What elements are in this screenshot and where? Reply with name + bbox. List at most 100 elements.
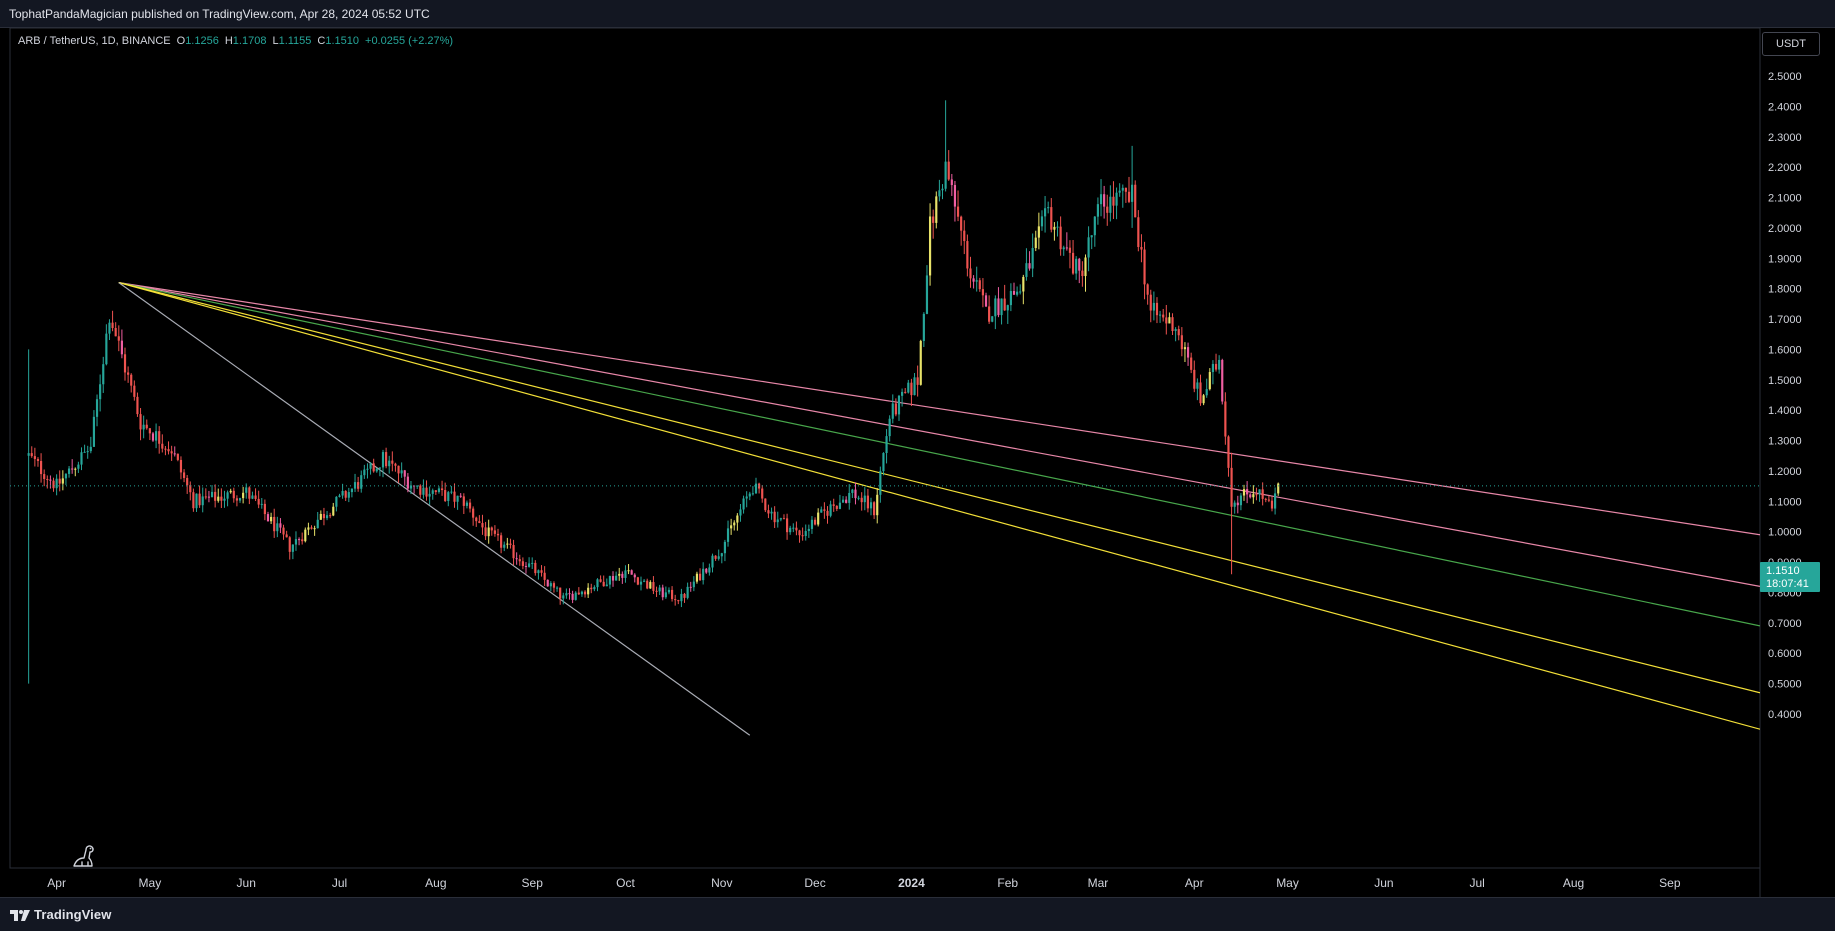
candle[interactable] bbox=[1205, 378, 1208, 398]
candle[interactable] bbox=[549, 581, 552, 592]
candle[interactable] bbox=[1233, 500, 1236, 514]
candle[interactable] bbox=[552, 581, 556, 593]
candle[interactable] bbox=[627, 563, 630, 575]
candle[interactable] bbox=[932, 209, 935, 239]
candle[interactable] bbox=[611, 571, 615, 587]
candle[interactable] bbox=[901, 388, 904, 407]
candle[interactable] bbox=[748, 491, 751, 501]
candle[interactable] bbox=[599, 575, 602, 583]
candle[interactable] bbox=[869, 497, 873, 516]
candle[interactable] bbox=[531, 557, 534, 570]
candle[interactable] bbox=[618, 567, 621, 581]
candle[interactable] bbox=[270, 512, 273, 525]
candle[interactable] bbox=[1037, 212, 1040, 250]
candle[interactable] bbox=[804, 524, 807, 541]
candle[interactable] bbox=[136, 392, 139, 417]
candle[interactable] bbox=[807, 524, 810, 538]
candle[interactable] bbox=[832, 498, 835, 512]
candle[interactable] bbox=[375, 467, 378, 473]
candle[interactable] bbox=[1258, 489, 1261, 502]
candle[interactable] bbox=[534, 560, 537, 576]
candle[interactable] bbox=[1071, 239, 1075, 275]
candle[interactable] bbox=[1214, 353, 1218, 372]
candle[interactable] bbox=[36, 457, 40, 467]
candle[interactable] bbox=[661, 584, 664, 601]
candle[interactable] bbox=[493, 525, 496, 537]
candle[interactable] bbox=[1193, 360, 1196, 393]
candle[interactable] bbox=[580, 590, 584, 597]
candle[interactable] bbox=[465, 500, 469, 509]
candlesticks[interactable] bbox=[27, 100, 1280, 684]
candle[interactable] bbox=[279, 518, 282, 534]
candle[interactable] bbox=[67, 466, 71, 478]
candle[interactable] bbox=[1006, 304, 1009, 324]
candle[interactable] bbox=[1149, 289, 1152, 323]
candle[interactable] bbox=[1109, 185, 1112, 222]
candle[interactable] bbox=[652, 576, 655, 595]
candle[interactable] bbox=[944, 100, 947, 192]
candle[interactable] bbox=[506, 537, 509, 549]
candle[interactable] bbox=[378, 467, 381, 477]
candle[interactable] bbox=[826, 506, 829, 524]
candle[interactable] bbox=[711, 553, 714, 573]
candle[interactable] bbox=[1003, 284, 1006, 311]
candle[interactable] bbox=[916, 365, 919, 397]
candle[interactable] bbox=[338, 493, 341, 498]
candle[interactable] bbox=[565, 588, 568, 599]
candle[interactable] bbox=[873, 501, 876, 520]
candle[interactable] bbox=[226, 490, 229, 507]
candle[interactable] bbox=[1090, 235, 1093, 250]
candle[interactable] bbox=[963, 220, 966, 255]
candle[interactable] bbox=[518, 554, 521, 566]
candle[interactable] bbox=[540, 565, 543, 577]
tradingview-brand[interactable]: TradingView bbox=[10, 907, 111, 922]
candle[interactable] bbox=[770, 507, 773, 520]
candle[interactable] bbox=[810, 516, 814, 534]
candle[interactable] bbox=[798, 529, 801, 543]
candle[interactable] bbox=[89, 436, 92, 454]
candle[interactable] bbox=[276, 516, 279, 538]
candle[interactable] bbox=[528, 557, 531, 568]
candle[interactable] bbox=[925, 265, 929, 315]
candle[interactable] bbox=[969, 256, 972, 288]
candle[interactable] bbox=[325, 510, 329, 521]
candle[interactable] bbox=[58, 470, 61, 492]
candle[interactable] bbox=[43, 469, 46, 487]
candle[interactable] bbox=[179, 456, 183, 480]
candle[interactable] bbox=[127, 366, 130, 383]
candle[interactable] bbox=[1143, 241, 1146, 300]
candle[interactable] bbox=[291, 544, 294, 560]
candle[interactable] bbox=[195, 493, 198, 512]
fan-line-3[interactable] bbox=[118, 282, 1760, 627]
candle[interactable] bbox=[1190, 352, 1193, 374]
candle[interactable] bbox=[795, 521, 798, 536]
candle[interactable] bbox=[835, 505, 838, 512]
candle[interactable] bbox=[1121, 184, 1124, 208]
candle[interactable] bbox=[860, 492, 863, 511]
candle[interactable] bbox=[117, 325, 120, 352]
candle[interactable] bbox=[329, 512, 332, 519]
candle[interactable] bbox=[714, 555, 717, 561]
candle[interactable] bbox=[577, 587, 580, 595]
candle[interactable] bbox=[400, 462, 403, 478]
candle[interactable] bbox=[385, 447, 388, 469]
candle[interactable] bbox=[1159, 310, 1162, 323]
candle[interactable] bbox=[214, 484, 217, 508]
candle[interactable] bbox=[176, 453, 179, 462]
candle[interactable] bbox=[428, 486, 431, 506]
candle[interactable] bbox=[633, 573, 636, 583]
candle[interactable] bbox=[397, 465, 400, 483]
candle[interactable] bbox=[1053, 222, 1056, 241]
candle[interactable] bbox=[403, 469, 406, 486]
candle[interactable] bbox=[71, 459, 74, 474]
candle[interactable] bbox=[207, 490, 211, 503]
x-axis[interactable]: Apr May Jun Jul Aug Sep Oct Nov Dec 2024 Feb Mar Apr… bbox=[47, 876, 1681, 890]
candle[interactable] bbox=[705, 567, 708, 574]
candle[interactable] bbox=[649, 580, 652, 589]
candle[interactable] bbox=[304, 527, 307, 543]
candle[interactable] bbox=[574, 591, 577, 601]
candle[interactable] bbox=[680, 588, 683, 608]
candle[interactable] bbox=[285, 530, 288, 538]
candle[interactable] bbox=[64, 473, 68, 486]
candle[interactable] bbox=[254, 488, 257, 502]
